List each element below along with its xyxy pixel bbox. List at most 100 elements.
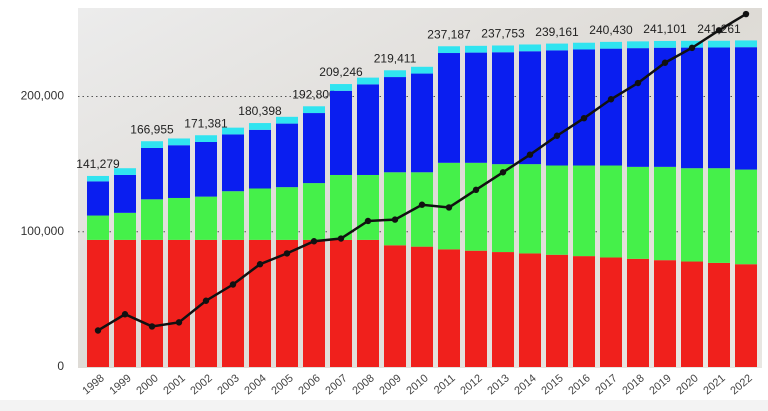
bar-segment — [654, 47, 676, 167]
bar-segment — [276, 123, 298, 188]
total-label: 237,187 — [427, 27, 471, 41]
line-point — [364, 217, 372, 225]
bar-segment — [222, 127, 244, 135]
x-tick-label: 2009 — [377, 372, 403, 397]
bar-segment — [384, 77, 406, 173]
total-label: 180,398 — [238, 104, 282, 118]
line-point — [742, 10, 750, 18]
bar-segment — [222, 134, 244, 192]
bar-segment — [411, 73, 433, 173]
bar-segment — [465, 45, 487, 53]
bar-segment — [573, 42, 595, 50]
bar-segment — [438, 249, 460, 367]
bar-segment — [168, 197, 190, 240]
total-label: 237,753 — [481, 27, 525, 41]
line-point — [310, 238, 318, 245]
bar-segment — [141, 147, 163, 200]
bar-segment — [546, 165, 568, 255]
bar-segment — [681, 40, 703, 48]
x-tick-label: 2022 — [728, 372, 754, 397]
line-point — [688, 44, 696, 52]
bar-segment — [492, 252, 514, 367]
bar-segment — [384, 245, 406, 367]
bar-segment — [411, 66, 433, 74]
line-point — [445, 204, 453, 211]
total-label: 141,279 — [76, 157, 120, 171]
bar-segment — [87, 181, 109, 216]
bar-segment — [168, 138, 190, 146]
bar-segment — [708, 40, 730, 48]
total-label: 171,381 — [184, 116, 228, 130]
bar-segment — [735, 47, 757, 170]
bar-segment — [222, 191, 244, 240]
x-tick-label: 2003 — [215, 372, 241, 397]
x-tick-label: 2017 — [593, 372, 619, 397]
x-tick-label: 2000 — [134, 372, 160, 397]
x-tick-label: 2019 — [647, 372, 673, 397]
line-point — [634, 79, 642, 87]
line-point — [391, 216, 399, 223]
bar-segment — [627, 258, 649, 367]
x-tick-label: 1999 — [107, 372, 133, 397]
bar-segment — [276, 187, 298, 240]
bar-segment — [87, 239, 109, 367]
bar-segment — [465, 52, 487, 163]
bar-segment — [411, 246, 433, 367]
bar-segment — [600, 257, 622, 367]
total-label: 192,800 — [292, 87, 336, 101]
line-point — [229, 281, 237, 288]
line-point — [256, 261, 264, 268]
bar-segment — [330, 90, 352, 175]
bar-segment — [465, 250, 487, 367]
bar-segment — [411, 172, 433, 247]
x-tick-label: 2018 — [620, 372, 646, 397]
bar-segment — [519, 51, 541, 165]
bar-segment — [546, 50, 568, 166]
bar-segment — [681, 168, 703, 262]
x-tick-label: 2006 — [296, 372, 322, 397]
line-point — [121, 311, 129, 318]
x-tick-label: 2004 — [242, 372, 268, 397]
bar-segment — [303, 113, 325, 184]
x-tick-label: 2001 — [161, 372, 187, 397]
x-tick-label: 2014 — [512, 372, 538, 397]
bar-segment — [627, 41, 649, 49]
bar-segment — [573, 49, 595, 166]
total-label: 209,246 — [319, 65, 363, 79]
bar-segment — [519, 164, 541, 254]
bar-segment — [384, 70, 406, 78]
line-point — [715, 27, 723, 34]
bar-segment — [114, 239, 136, 367]
bar-segment — [141, 239, 163, 367]
line-point — [553, 132, 561, 139]
bar-segment — [573, 165, 595, 257]
bar-segment — [627, 166, 649, 259]
total-label: 241,101 — [643, 22, 687, 36]
x-tick-label: 2020 — [674, 372, 700, 397]
bar-segment — [708, 168, 730, 263]
bar-segment — [600, 48, 622, 166]
bar-segment — [654, 166, 676, 261]
total-label: 239,161 — [535, 25, 579, 39]
bar-segment — [735, 40, 757, 48]
x-tick-label: 2011 — [432, 372, 458, 396]
line-point — [472, 186, 480, 194]
line-point — [607, 96, 615, 103]
bar-segment — [357, 174, 379, 240]
bar-segment — [519, 44, 541, 52]
bar-segment — [735, 264, 757, 367]
x-tick-label: 2002 — [188, 372, 214, 397]
bar-segment — [492, 52, 514, 165]
bar-segment — [303, 239, 325, 367]
total-label: 219,411 — [374, 51, 417, 65]
bar-segment — [492, 164, 514, 253]
bar-segment — [573, 256, 595, 367]
x-tick-label: 2012 — [458, 372, 484, 397]
bar-segment — [492, 45, 514, 53]
line-point — [499, 169, 507, 176]
x-tick-label: 2007 — [323, 372, 349, 397]
bar-segment — [87, 215, 109, 240]
bar-segment — [357, 77, 379, 85]
bar-segment — [546, 43, 568, 51]
